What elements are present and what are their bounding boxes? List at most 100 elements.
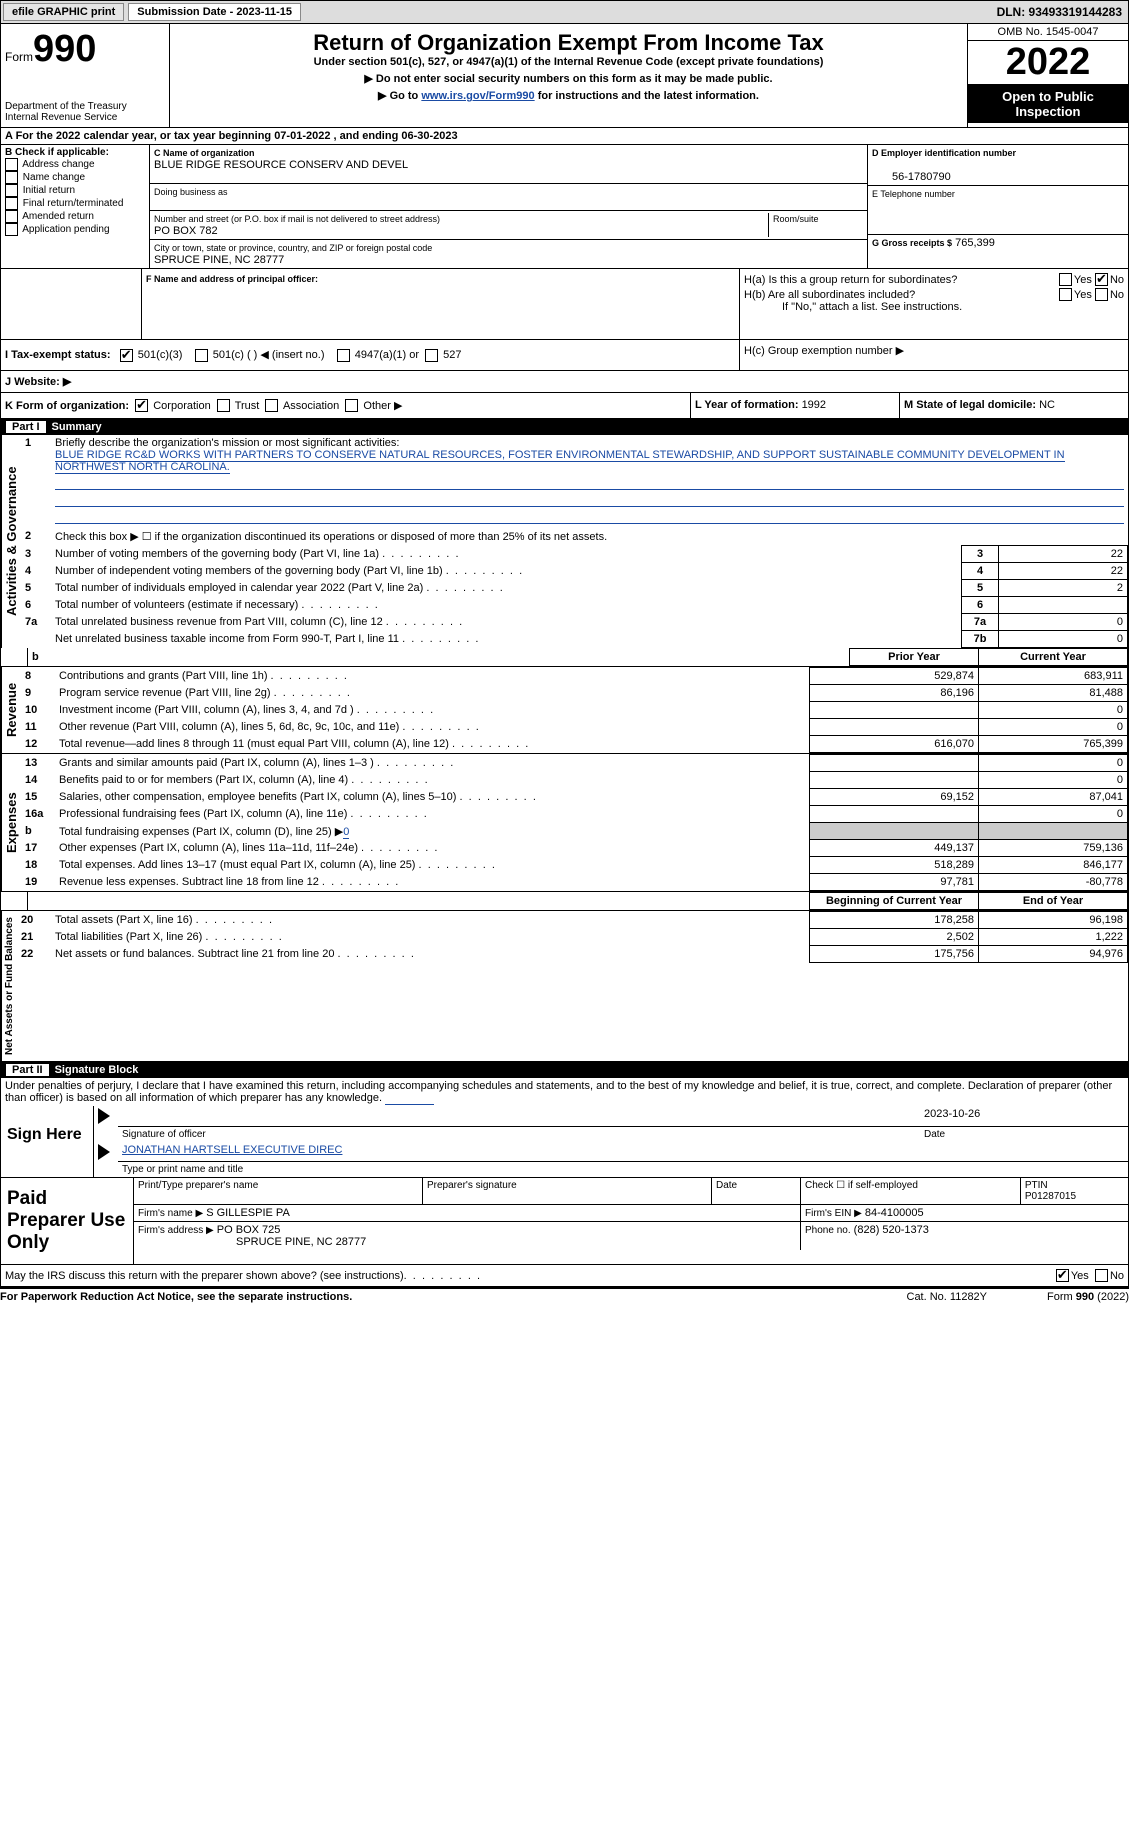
sig-date-val: 2023-10-26 (920, 1106, 1128, 1126)
pra-notice: For Paperwork Reduction Act Notice, see … (0, 1291, 352, 1303)
cb-final-return[interactable]: Final return/terminated (5, 197, 145, 210)
l2: Check this box ▶ ☐ if the organization d… (51, 528, 1128, 545)
form-org-label: K Form of organization: (5, 400, 129, 412)
efile-button[interactable]: efile GRAPHIC print (3, 3, 124, 21)
begin-year-header: Beginning of Current Year (810, 893, 979, 910)
form-header: Form990 Department of the Treasury Inter… (0, 24, 1129, 128)
current-year-header: Current Year (979, 649, 1128, 666)
form-title: Return of Organization Exempt From Incom… (174, 30, 963, 56)
paid-preparer-label: Paid Preparer Use Only (1, 1178, 134, 1264)
form-subtitle-2: ▶ Do not enter social security numbers o… (174, 72, 963, 85)
cb-corporation[interactable] (135, 399, 148, 412)
l1-text: BLUE RIDGE RC&D WORKS WITH PARTNERS TO C… (55, 449, 1065, 474)
prior-year-header: Prior Year (850, 649, 979, 666)
dba-label: Doing business as (154, 187, 228, 197)
form-prefix: Form (5, 50, 33, 64)
sig-officer-label: Signature of officer (118, 1126, 920, 1142)
form-number: 990 (33, 28, 96, 70)
gross-receipts-label: G Gross receipts $ (872, 238, 952, 248)
form-footer: Form 990 (2022) (1047, 1291, 1129, 1303)
gross-receipts: 765,399 (955, 237, 995, 249)
room-label: Room/suite (773, 214, 819, 224)
pp-date-label: Date (712, 1178, 801, 1205)
state-domicile-label: M State of legal domicile: (904, 399, 1039, 411)
org-name-label: C Name of organization (154, 148, 255, 158)
dept-treasury: Department of the Treasury (5, 101, 165, 112)
side-activities: Activities & Governance (1, 435, 21, 648)
cb-501c[interactable] (195, 349, 208, 362)
l1-label: Briefly describe the organization's miss… (55, 437, 399, 449)
principal-officer-label: F Name and address of principal officer: (146, 274, 318, 284)
hb-note: If "No," attach a list. See instructions… (744, 301, 1124, 313)
hb-label: H(b) Are all subordinates included? (744, 289, 1059, 301)
tax-year: 2022 (968, 41, 1128, 85)
line-a: A For the 2022 calendar year, or tax yea… (0, 128, 1129, 145)
omb-number: OMB No. 1545-0047 (968, 24, 1128, 41)
printed-name: JONATHAN HARTSELL EXECUTIVE DIREC (118, 1142, 1128, 1162)
telephone-label: E Telephone number (872, 189, 955, 199)
check-applicable-label: B Check if applicable: (5, 147, 145, 158)
cb-address-change[interactable]: Address change (5, 158, 145, 171)
address: PO BOX 782 (154, 225, 218, 237)
ein: 56-1780790 (872, 171, 951, 183)
hc-label: H(c) Group exemption number ▶ (744, 345, 904, 357)
ein-label: D Employer identification number (872, 148, 1016, 158)
arrow-icon (98, 1108, 110, 1124)
ha-label: H(a) Is this a group return for subordin… (744, 274, 1059, 286)
declaration: Under penalties of perjury, I declare th… (0, 1078, 1129, 1106)
cb-other[interactable] (345, 399, 358, 412)
year-formation-label: L Year of formation: (695, 399, 802, 411)
cb-ha-yes[interactable] (1059, 273, 1072, 286)
cb-amended-return[interactable]: Amended return (5, 210, 145, 223)
part2-bar: Part II Signature Block (0, 1062, 1129, 1078)
year-formation: 1992 (802, 399, 826, 411)
paid-preparer-block: Paid Preparer Use Only Print/Type prepar… (0, 1178, 1129, 1265)
firm-phone: (828) 520-1373 (854, 1224, 929, 1236)
open-to-public: Open to Public Inspection (968, 85, 1128, 123)
cb-501c3[interactable] (120, 349, 133, 362)
end-year-header: End of Year (979, 893, 1128, 910)
irs-link[interactable]: www.irs.gov/Form990 (421, 90, 534, 102)
tax-exempt-label: I Tax-exempt status: (5, 349, 111, 361)
cb-ha-no[interactable] (1095, 273, 1108, 286)
cb-527[interactable] (425, 349, 438, 362)
city: SPRUCE PINE, NC 28777 (154, 254, 284, 266)
website-label: J Website: ▶ (5, 376, 71, 388)
cb-association[interactable] (265, 399, 278, 412)
firm-ein: 84-4100005 (865, 1207, 924, 1219)
sign-here-block: Sign Here 2023-10-26 Signature of office… (0, 1106, 1129, 1178)
city-label: City or town, state or province, country… (154, 243, 432, 253)
side-netassets: Net Assets or Fund Balances (1, 911, 17, 1061)
sig-date-label: Date (920, 1126, 1128, 1142)
dln: DLN: 93493319144283 (997, 5, 1128, 19)
cb-app-pending[interactable]: Application pending (5, 223, 145, 236)
header-info-block: B Check if applicable: Address change Na… (0, 145, 1129, 268)
form-subtitle-1: Under section 501(c), 527, or 4947(a)(1)… (174, 56, 963, 68)
side-revenue: Revenue (1, 667, 21, 753)
cb-may-yes[interactable] (1056, 1269, 1069, 1282)
pp-sig-label: Preparer's signature (423, 1178, 712, 1205)
cb-name-change[interactable]: Name change (5, 171, 145, 184)
firm-city: SPRUCE PINE, NC 28777 (138, 1236, 366, 1248)
topbar: efile GRAPHIC print Submission Date - 20… (0, 0, 1129, 24)
pp-self-employed[interactable]: Check ☐ if self-employed (801, 1178, 1021, 1205)
firm-name: S GILLESPIE PA (206, 1207, 290, 1219)
cb-hb-no[interactable] (1095, 288, 1108, 301)
cb-may-no[interactable] (1095, 1269, 1108, 1282)
org-name: BLUE RIDGE RESOURCE CONSERV AND DEVEL (154, 159, 408, 171)
ptin-label: PTIN (1025, 1180, 1048, 1191)
state-domicile: NC (1039, 399, 1055, 411)
printed-label: Type or print name and title (118, 1162, 1128, 1178)
form-subtitle-3: ▶ Go to www.irs.gov/Form990 for instruct… (174, 89, 963, 102)
pp-name-label: Print/Type preparer's name (134, 1178, 423, 1205)
submission-date: Submission Date - 2023-11-15 (128, 3, 301, 21)
may-discuss: May the IRS discuss this return with the… (5, 1270, 404, 1282)
cb-trust[interactable] (217, 399, 230, 412)
side-expenses: Expenses (1, 754, 21, 891)
cat-no: Cat. No. 11282Y (907, 1291, 988, 1303)
cb-4947[interactable] (337, 349, 350, 362)
address-label: Number and street (or P.O. box if mail i… (154, 214, 440, 224)
sign-here-label: Sign Here (1, 1106, 94, 1177)
cb-initial-return[interactable]: Initial return (5, 184, 145, 197)
cb-hb-yes[interactable] (1059, 288, 1072, 301)
